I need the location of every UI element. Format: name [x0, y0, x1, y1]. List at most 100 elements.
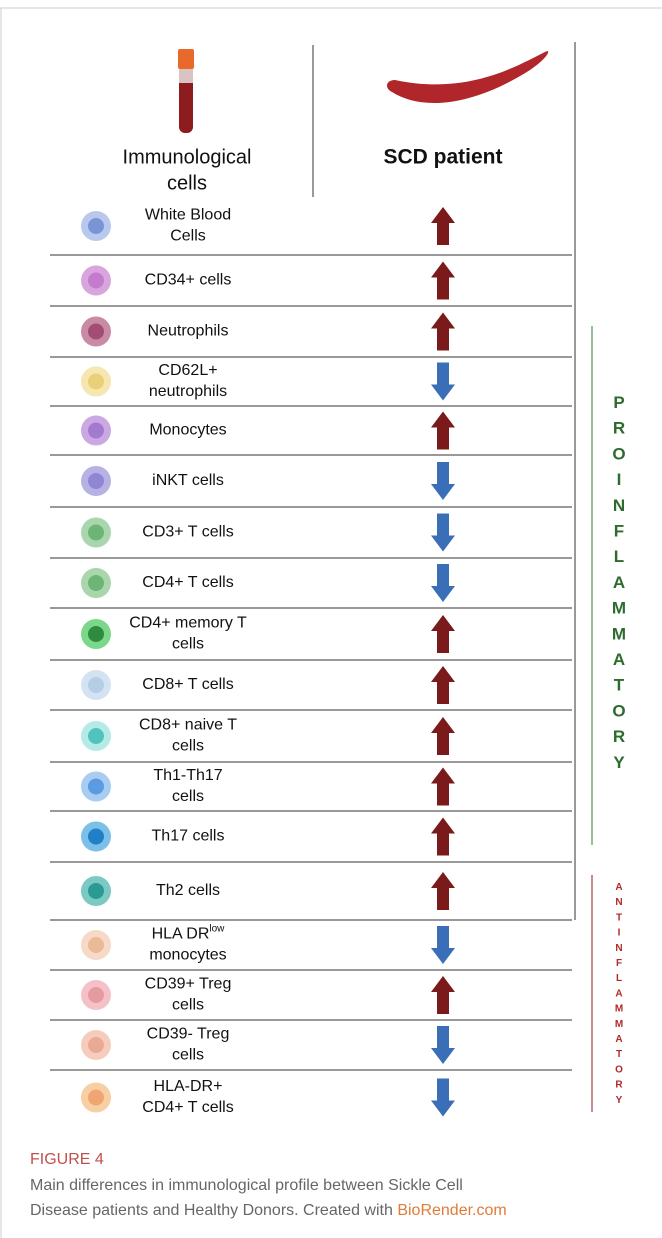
cell-label: CD3+ T cells	[142, 524, 233, 541]
cell-label: CD8+ naive T	[139, 717, 237, 734]
cell-label: neutrophils	[149, 383, 227, 400]
cell-label: HLA-DR+	[154, 1078, 223, 1095]
cell-icon	[88, 324, 104, 340]
cell-label: White Blood	[145, 207, 231, 224]
cell-label: CD3+ T cells	[142, 524, 233, 541]
cell-label: Th1-Th17	[153, 767, 222, 784]
cell-label: CD8+ T cells	[142, 676, 233, 693]
test-tube-icon	[178, 49, 194, 133]
cell-label: cells	[172, 997, 204, 1014]
caption-link[interactable]: BioRender.com	[397, 1202, 506, 1219]
cell-label: CD62L+	[158, 362, 217, 379]
cell-label: CD39+ Treg	[145, 976, 232, 993]
cell-label: CD8+ naive T	[139, 717, 237, 734]
cell-label: Cells	[170, 228, 206, 245]
arrow-down	[431, 514, 455, 552]
cell-label: Th1-Th17	[153, 767, 222, 784]
cell-label: CD34+ cells	[145, 272, 232, 289]
cell-label: White Blood	[145, 207, 231, 224]
arrow-down	[431, 363, 455, 401]
cell-label: neutrophils	[149, 383, 227, 400]
cell-label: Th2 cells	[156, 882, 220, 899]
arrow-down	[431, 1026, 455, 1064]
cell-label: HLA-DR+	[154, 1078, 223, 1095]
cell-label: cells	[172, 788, 204, 805]
arrow-up	[431, 615, 455, 653]
arrow-up	[431, 412, 455, 450]
cell-label: cells	[172, 636, 204, 653]
cell-label: Cells	[170, 228, 206, 245]
cell-label: CD8+ T cells	[142, 676, 233, 693]
cell-label: Neutrophils	[148, 323, 229, 340]
header-col1: Immunological	[123, 146, 252, 168]
cell-label: cells	[172, 788, 204, 805]
arrow-down	[431, 462, 455, 500]
cell-icon	[88, 883, 104, 899]
cell-label: iNKT cells	[152, 472, 224, 489]
cell-label: HLA DR	[152, 926, 210, 943]
cell-label: cells	[172, 997, 204, 1014]
cell-icon	[88, 829, 104, 845]
cell-label: cells	[172, 636, 204, 653]
arrow-up	[431, 872, 455, 910]
arrow-up	[431, 818, 455, 856]
cell-label: Monocytes	[149, 422, 226, 439]
cell-icon	[88, 575, 104, 591]
cell-icon	[88, 937, 104, 953]
cell-icon	[88, 273, 104, 289]
caption-line: Main differences in immunological profil…	[30, 1177, 463, 1194]
cell-label: CD39- Treg	[147, 1026, 230, 1043]
cell-icon	[88, 1090, 104, 1106]
cell-label: CD39+ Treg	[145, 976, 232, 993]
cell-icon	[88, 626, 104, 642]
cell-label: Th2 cells	[156, 882, 220, 899]
caption-line: Disease patients and Healthy Donors. Cre…	[30, 1202, 397, 1219]
arrow-down	[431, 926, 455, 964]
cell-label: cells	[172, 1047, 204, 1064]
arrow-down	[431, 564, 455, 602]
cell-label: Th17 cells	[152, 828, 225, 845]
arrow-up	[431, 207, 455, 245]
cell-label: cells	[172, 738, 204, 755]
cell-label: CD4+ T cells	[142, 574, 233, 591]
cell-icon	[88, 374, 104, 390]
cell-label: HLA DRlow	[152, 923, 226, 943]
cell-label: CD39- Treg	[147, 1026, 230, 1043]
cell-icon	[88, 987, 104, 1003]
arrow-up	[431, 313, 455, 351]
arrow-up	[431, 262, 455, 300]
header-col2: SCD patient	[383, 146, 502, 169]
cell-label: CD34+ cells	[145, 272, 232, 289]
cell-label: CD4+ T cells	[142, 1099, 233, 1116]
cell-icon	[88, 473, 104, 489]
cell-icon	[88, 728, 104, 744]
arrow-up	[431, 976, 455, 1014]
cell-label: iNKT cells	[152, 472, 224, 489]
cell-label: Neutrophils	[148, 323, 229, 340]
arrow-up	[431, 666, 455, 704]
caption-line: Disease patients and Healthy Donors. Cre…	[30, 1202, 507, 1219]
cell-label: cells	[172, 738, 204, 755]
cell-icon	[88, 525, 104, 541]
cell-label: CD4+ memory T	[129, 615, 247, 632]
cell-label: CD4+ T cells	[142, 1099, 233, 1116]
arrow-down	[431, 1079, 455, 1117]
cell-icon	[88, 677, 104, 693]
sickle-cell-icon	[387, 51, 548, 103]
arrow-up	[431, 768, 455, 806]
cell-label: monocytes	[149, 947, 226, 964]
cell-icon	[88, 218, 104, 234]
caption-title: FIGURE 4	[30, 1151, 104, 1168]
cell-icon	[88, 779, 104, 795]
cell-label: monocytes	[149, 947, 226, 964]
cell-icon	[88, 423, 104, 439]
cell-icon	[88, 1037, 104, 1053]
cell-label: Monocytes	[149, 422, 226, 439]
cell-label: CD62L+	[158, 362, 217, 379]
figure: Immunological cells SCD patient FIGURE 4…	[0, 0, 662, 1238]
cell-label: cells	[172, 1047, 204, 1064]
cell-label-superscript: low	[209, 923, 225, 934]
cell-label: Th17 cells	[152, 828, 225, 845]
